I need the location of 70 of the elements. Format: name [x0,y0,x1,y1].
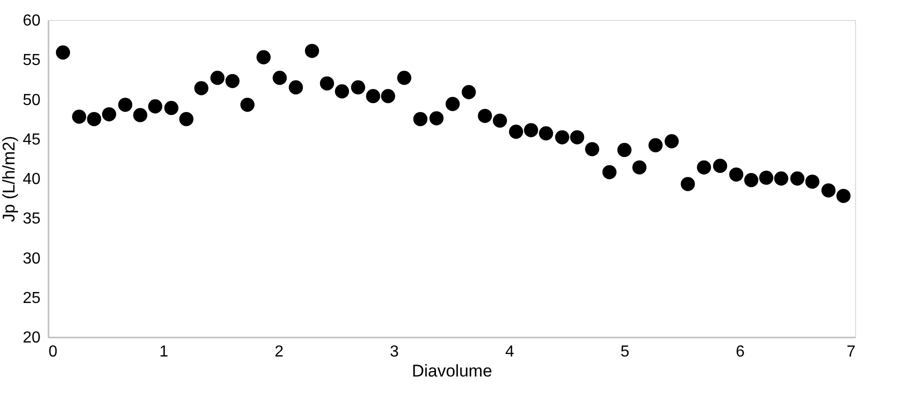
point [366,89,380,104]
x-tick-label: 3 [390,344,399,360]
point [570,130,584,144]
x-axis-title: Diavolume [412,362,492,380]
point [164,100,178,116]
point [585,142,600,156]
point [194,81,208,96]
point [617,142,632,158]
x-tick-label: 0 [48,344,58,360]
x-tick-label: 4 [505,344,514,360]
point [397,70,412,85]
point [648,138,663,152]
point [118,98,132,112]
point [381,89,396,104]
point [462,85,476,100]
point [713,158,728,173]
point [240,98,255,112]
point [288,80,303,94]
y-tick-label: 25 [22,290,41,307]
point [524,123,538,138]
point [413,112,428,126]
point [210,70,225,85]
point [102,107,116,122]
x-tick-label: 1 [159,344,168,360]
point [759,170,774,185]
point [56,45,70,60]
x-tick-label: 7 [846,344,856,360]
point [179,112,194,126]
y-tick-label: 40 [22,171,41,188]
point [836,188,851,203]
point [148,99,162,114]
y-axis-title: Jp (L/h/m2) [0,136,19,222]
point [256,50,271,64]
point [774,171,788,186]
point [729,167,744,182]
y-tick-label: 35 [22,210,41,228]
point [821,183,836,198]
x-tick-label: 2 [274,344,284,360]
point [446,96,460,112]
point [696,160,712,174]
point [225,74,240,88]
point [304,44,320,58]
point [538,126,554,140]
point [429,111,444,126]
point [664,134,679,148]
point [87,112,102,126]
y-tick-label: 55 [22,52,41,70]
point [555,130,570,144]
point [632,160,646,174]
point [320,76,334,90]
y-tick-label: 60 [22,12,41,30]
point [602,165,617,180]
point [478,108,492,123]
y-tick-label: 45 [22,131,41,148]
point [680,176,695,192]
y-tick-label: 30 [22,250,41,268]
point [790,171,804,186]
point [334,84,350,98]
point [744,173,758,188]
point [492,114,507,128]
point [72,110,86,124]
point [272,70,287,85]
point [133,108,148,122]
x-tick-label: 6 [736,344,745,360]
point [508,124,524,139]
point [351,80,366,94]
point [805,174,820,189]
x-tick-label: 5 [620,344,630,360]
y-tick-label: 50 [22,92,41,109]
y-tick-label: 20 [22,330,41,346]
